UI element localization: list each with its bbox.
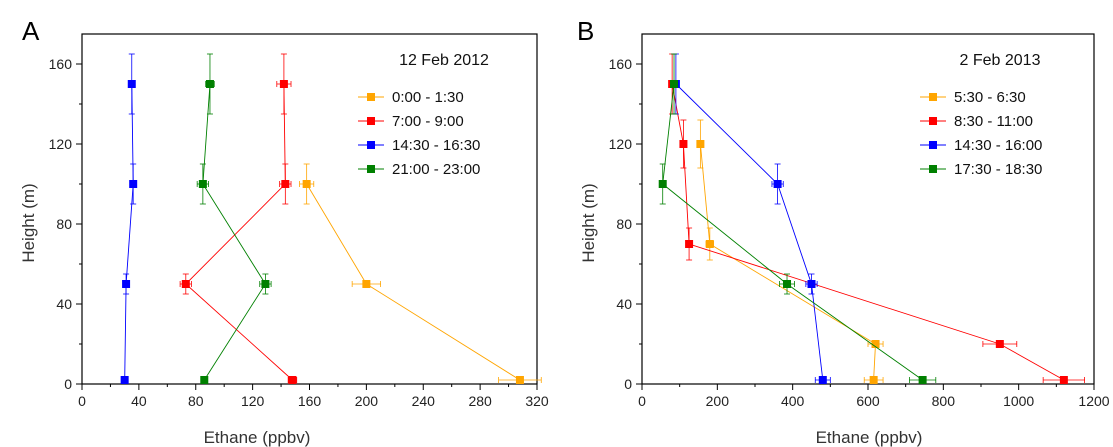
panel-a-series-3-point bbox=[122, 280, 131, 288]
panel-a-x-tick-label: 280 bbox=[468, 393, 492, 409]
panel-b-series-4-legend-label: 17:30 - 18:30 bbox=[954, 161, 1042, 178]
panel-b-series-4-line bbox=[662, 83, 923, 381]
panel-a-y-tick-label: 80 bbox=[56, 216, 72, 232]
panel-a-series-1-point bbox=[515, 376, 524, 384]
panel-b-series-1-point bbox=[705, 240, 714, 248]
panel-b-y-tick-label: 80 bbox=[616, 216, 632, 232]
panel-b-title: 2 Feb 2013 bbox=[960, 52, 1041, 69]
panel-a-series-2-point bbox=[181, 280, 190, 288]
panel-b-series-4-legend-marker bbox=[929, 165, 937, 173]
panel-b-x-tick-label: 1200 bbox=[1078, 393, 1109, 409]
panel-a-plot-frame bbox=[81, 33, 538, 385]
panel-b-series-3-legend-marker bbox=[929, 141, 937, 149]
panel-b-series-4-point bbox=[670, 80, 679, 88]
panel-a-title: 12 Feb 2012 bbox=[399, 52, 489, 69]
panel-a-x-tick-label: 40 bbox=[131, 393, 147, 409]
panel-a-x-tick-label: 80 bbox=[188, 393, 204, 409]
panel-b-series-2-point bbox=[685, 240, 694, 248]
panel-a-x-tick-label: 200 bbox=[355, 393, 379, 409]
panel-b-series-4-point bbox=[783, 280, 792, 288]
panel-a-x-tick-label: 320 bbox=[525, 393, 549, 409]
panel-b-series-1-point bbox=[869, 376, 878, 384]
panel-b-series-2-legend-marker bbox=[929, 117, 937, 125]
panel-b-x-tick-label: 0 bbox=[638, 393, 646, 409]
panel-a-series-3-legend-label: 14:30 - 16:30 bbox=[392, 137, 480, 154]
panel-a-series-4-point bbox=[261, 280, 270, 288]
panel-b-x-tick-label: 400 bbox=[781, 393, 805, 409]
panel-a-series-4-point bbox=[200, 376, 209, 384]
panel-b-x-tick-label: 800 bbox=[932, 393, 956, 409]
panel-a-series-2-point bbox=[288, 376, 297, 384]
panel-b-y-axis-label: Height (m) bbox=[579, 183, 598, 262]
panel-b-series-3-legend-label: 14:30 - 16:00 bbox=[954, 137, 1042, 154]
panel-b-series-3-point bbox=[807, 280, 816, 288]
panel-a-series-1-legend-marker bbox=[367, 93, 375, 101]
panel-b-series-1-legend-marker bbox=[929, 93, 937, 101]
panel-a-series-4-legend-label: 21:00 - 23:00 bbox=[392, 161, 480, 178]
panel-b-series-2-point bbox=[995, 340, 1004, 348]
panel-b-series-4-point bbox=[918, 376, 927, 384]
panel-a-series-2-point bbox=[281, 180, 290, 188]
panel-a-series-1-point bbox=[302, 180, 311, 188]
panel-b-x-tick-label: 200 bbox=[706, 393, 730, 409]
panel-a-series-3-point bbox=[120, 376, 129, 384]
panel-b-y-tick-label: 40 bbox=[616, 296, 632, 312]
panel-b-series-1-point bbox=[871, 340, 880, 348]
panel-a-y-axis-label: Height (m) bbox=[19, 183, 38, 262]
panel-a-series-2-line bbox=[185, 83, 293, 381]
panel-b-y-tick-label: 120 bbox=[609, 136, 633, 152]
panel-b-y-tick-label: 160 bbox=[609, 56, 633, 72]
panel-a-y-tick-label: 0 bbox=[64, 376, 72, 392]
panel-b-series-2-point bbox=[679, 140, 688, 148]
panel-a-series-4-point bbox=[205, 80, 214, 88]
panel-letter-a: A bbox=[22, 16, 40, 46]
panel-b-series-3-point bbox=[773, 180, 782, 188]
panel-b: B 2 Feb 2013 Ethane (ppbv) Height (m) 0 2… bbox=[577, 16, 1110, 447]
panel-a-series-1-line bbox=[306, 183, 521, 381]
panel-b-series-3-point bbox=[818, 376, 827, 384]
panel-a: A 12 Feb 2012 Ethane (ppbv) Height (m) 0… bbox=[19, 16, 549, 447]
panel-a-series-2-legend-marker bbox=[367, 117, 375, 125]
panel-a-y-tick-label: 160 bbox=[49, 56, 73, 72]
panel-b-series-1-point bbox=[696, 140, 705, 148]
panel-b-series-2-legend-label: 8:30 - 11:00 bbox=[954, 113, 1033, 130]
panel-a-series-3-line bbox=[124, 83, 134, 381]
panel-b-series-2-point bbox=[1059, 376, 1068, 384]
panel-letter-b: B bbox=[577, 16, 594, 46]
panel-a-x-tick-label: 160 bbox=[298, 393, 322, 409]
panel-a-series-3-point bbox=[129, 180, 138, 188]
panel-b-series-4-point bbox=[658, 180, 667, 188]
panel-a-series-1-legend-label: 0:00 - 1:30 bbox=[392, 89, 464, 106]
panel-b-y-tick-label: 0 bbox=[624, 376, 632, 392]
panel-a-series-3-legend-marker bbox=[367, 141, 375, 149]
panel-a-series-4-line bbox=[202, 83, 266, 381]
panel-b-x-tick-label: 600 bbox=[856, 393, 880, 409]
panel-a-y-tick-label: 120 bbox=[49, 136, 73, 152]
panel-a-x-tick-label: 240 bbox=[412, 393, 436, 409]
panel-a-series-2-legend-label: 7:00 - 9:00 bbox=[392, 113, 464, 130]
panel-b-plot-frame bbox=[641, 33, 1095, 385]
panel-a-x-tick-label: 120 bbox=[241, 393, 265, 409]
panel-a-series-4-legend-marker bbox=[367, 165, 375, 173]
panel-a-series-1-point bbox=[362, 280, 371, 288]
panel-b-series-1-line bbox=[699, 143, 876, 381]
panel-a-series-3-point bbox=[127, 80, 136, 88]
panel-a-y-tick-label: 40 bbox=[56, 296, 72, 312]
panel-a-series-4-point bbox=[198, 180, 207, 188]
panel-a-x-axis-label: Ethane (ppbv) bbox=[204, 428, 311, 447]
panel-a-series-2-point bbox=[279, 80, 288, 88]
panel-b-series-1-legend-label: 5:30 - 6:30 bbox=[954, 89, 1026, 106]
panel-b-x-tick-label: 1000 bbox=[1003, 393, 1034, 409]
panel-b-series-3-line bbox=[675, 83, 824, 381]
panel-b-x-axis-label: Ethane (ppbv) bbox=[816, 428, 923, 447]
panel-a-x-tick-label: 0 bbox=[78, 393, 86, 409]
